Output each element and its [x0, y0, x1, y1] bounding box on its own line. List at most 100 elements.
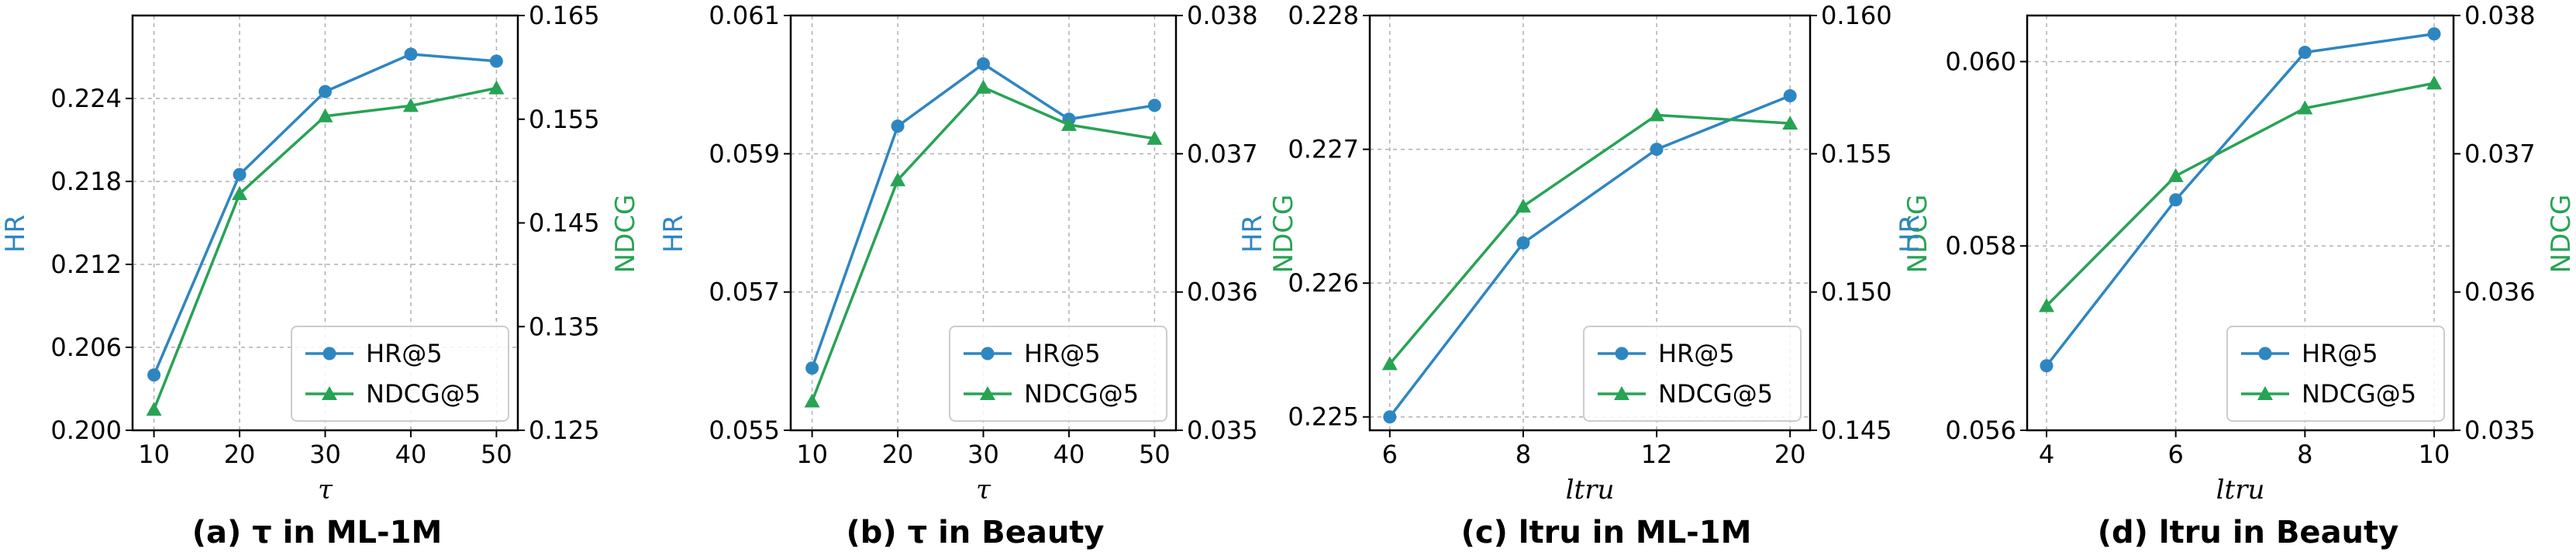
y-right-tick-label: 0.037: [1187, 139, 1258, 168]
panel-caption: (c) ltru in ML-1M: [1461, 515, 1752, 550]
y-left-axis-title: HR: [658, 215, 689, 253]
hr-point: [2427, 27, 2441, 41]
x-tick-label: 12: [1641, 440, 1673, 469]
ndcg-point: [1147, 130, 1163, 145]
hr-point: [1650, 143, 1664, 157]
legend-label: NDCG@5: [366, 379, 481, 409]
x-tick-label: 8: [2297, 440, 2312, 469]
x-axis-title: τ: [318, 474, 333, 506]
hr-point: [489, 54, 503, 68]
x-tick-label: 20: [1774, 440, 1806, 469]
legend: HR@5 NDCG@5: [1583, 326, 1802, 422]
y-right-tick-label: 0.038: [1187, 1, 1258, 30]
y-right-tick-label: 0.035: [2464, 416, 2536, 445]
hr-point: [977, 57, 990, 71]
y-left-tick-label: 0.212: [50, 250, 122, 279]
x-axis-title: ltru: [2216, 474, 2265, 506]
y-right-tick-label: 0.037: [2464, 139, 2536, 168]
y-right-tick-label: 0.036: [2464, 278, 2536, 307]
y-right-tick-label: 0.155: [1821, 139, 1892, 168]
y-left-axis-title: HR: [0, 215, 31, 253]
legend-box: [1583, 326, 1802, 422]
y-left-axis-title: HR: [1237, 215, 1268, 253]
y-right-axis-title: NDCG: [1902, 195, 1933, 274]
ndcg-point: [1515, 198, 1531, 213]
chart-panel-4: 4 6 8 10 0.056 0.058 0.060 0.035 0.036 0.037 0.038…: [1895, 1, 2576, 550]
y-right-tick-label: 0.145: [529, 209, 600, 238]
hr-point: [1516, 236, 1530, 250]
legend: HR@5 NDCG@5: [2226, 326, 2445, 422]
legend-marker: [1614, 386, 1629, 400]
x-tick-label: 10: [138, 440, 170, 469]
ndcg-point: [488, 80, 505, 95]
x-tick-label: 6: [2167, 440, 2183, 469]
y-right-tick-label: 0.036: [1187, 278, 1258, 307]
y-right-tick-label: 0.038: [2464, 1, 2536, 30]
ndcg-point: [1649, 107, 1665, 122]
x-tick-label: 30: [309, 440, 341, 469]
y-right-tick-label: 0.150: [1821, 278, 1892, 307]
hr-point: [319, 85, 332, 98]
legend-label: HR@5: [1658, 339, 1735, 368]
y-right-axis-title: NDCG: [610, 195, 641, 274]
ndcg-point: [2297, 100, 2313, 115]
y-right-tick-label: 0.145: [1821, 416, 1892, 445]
ndcg-point: [975, 79, 991, 94]
hr-point: [1147, 98, 1161, 112]
y-left-tick-label: 0.058: [1945, 231, 2016, 261]
legend-box: [291, 326, 509, 422]
ndcg-point: [402, 98, 419, 112]
hr-point: [404, 47, 418, 61]
legend-label: NDCG@5: [1658, 379, 1773, 409]
legend-marker: [322, 386, 337, 400]
legend-marker: [2257, 386, 2273, 400]
ndcg-point: [1782, 116, 1798, 130]
legend-marker: [1615, 347, 1629, 361]
legend-marker: [980, 386, 995, 400]
x-tick-label: 4: [2039, 440, 2054, 469]
ndcg-point: [890, 172, 906, 187]
y-left-tick-label: 0.200: [50, 416, 122, 445]
ndcg-point: [2167, 167, 2184, 182]
x-tick-label: 40: [1054, 440, 1085, 469]
x-axis-title: ltru: [1566, 474, 1615, 506]
x-tick-label: 20: [882, 440, 914, 469]
y-right-tick-label: 0.125: [529, 416, 600, 445]
legend-label: HR@5: [366, 339, 443, 368]
series-line-ndcg: [2045, 81, 2435, 307]
hr-point: [2040, 359, 2054, 373]
ndcg-point: [2426, 75, 2442, 90]
chart-panel-3: 6 8 12 20 0.225 0.226 0.227 0.228 0.145 0.150 0.15…: [1237, 1, 1933, 550]
legend: HR@5 NDCG@5: [949, 326, 1167, 422]
legend-marker: [2258, 347, 2272, 361]
legend-label: NDCG@5: [1024, 379, 1139, 409]
hr-point: [2298, 46, 2312, 60]
x-tick-label: 10: [2419, 440, 2450, 469]
y-left-tick-label: 0.055: [709, 416, 780, 445]
series-line-hr: [1388, 94, 1791, 418]
panel-caption: (d) ltru in Beauty: [2098, 515, 2398, 550]
x-tick-label: 6: [1382, 440, 1398, 469]
x-tick-label: 50: [1139, 440, 1171, 469]
legend-label: NDCG@5: [2302, 379, 2416, 409]
y-left-tick-label: 0.206: [50, 333, 122, 362]
hr-point: [1783, 89, 1797, 103]
legend-label: HR@5: [2302, 339, 2378, 368]
y-left-tick-label: 0.225: [1288, 402, 1359, 432]
chart-panel-2: 10 20 30 40 50 0.055 0.057 0.059 0.061 0.035 0.036…: [658, 1, 1299, 550]
panel-caption: (b) τ in Beauty: [847, 515, 1105, 550]
chart-panel-1: 10 20 30 40 50 0.200 0.206 0.212 0.218 0.224 0.125…: [0, 1, 641, 550]
x-tick-label: 40: [395, 440, 427, 469]
y-right-tick-label: 0.135: [529, 312, 600, 341]
y-left-tick-label: 0.227: [1288, 135, 1359, 164]
legend-marker: [322, 347, 336, 361]
legend-label: HR@5: [1024, 339, 1101, 368]
hr-point: [805, 361, 819, 375]
ndcg-point: [232, 186, 248, 201]
y-right-tick-label: 0.155: [529, 105, 600, 134]
legend-marker: [981, 347, 995, 361]
hr-point: [2169, 193, 2183, 207]
panel-caption: (a) τ in ML-1M: [192, 515, 443, 550]
hr-point: [891, 119, 905, 133]
